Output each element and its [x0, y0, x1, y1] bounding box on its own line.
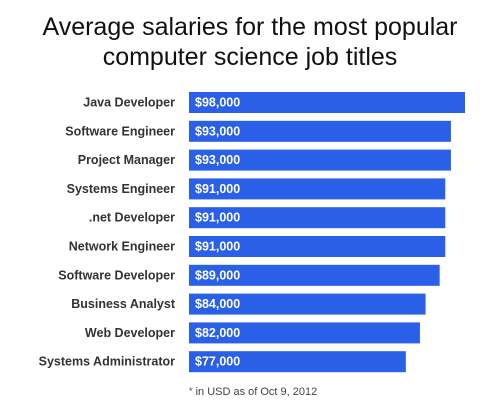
category-label: Business Analyst	[71, 297, 176, 311]
bar	[189, 293, 426, 315]
bar-value-label: $93,000	[195, 124, 240, 138]
bar	[189, 92, 465, 113]
bar	[189, 120, 451, 142]
category-label: Systems Administrator	[39, 355, 176, 369]
bar-value-label: $91,000	[195, 182, 240, 196]
category-label: Project Manager	[78, 153, 175, 167]
chart-title-line-1: Average salaries for the most popular	[42, 13, 458, 41]
bar	[189, 178, 446, 200]
bar	[189, 351, 406, 373]
bar-value-label: $93,000	[195, 153, 240, 167]
chart-title-line-2: computer science job titles	[102, 43, 398, 71]
category-label: Java Developer	[83, 96, 175, 110]
bar	[189, 149, 451, 171]
chart-title: Average salaries for the most popular co…	[0, 12, 500, 72]
bar-value-label: $77,000	[195, 355, 240, 369]
category-label: .net Developer	[89, 211, 175, 225]
bar	[189, 322, 420, 344]
footnote-mark: *	[189, 386, 193, 396]
category-label: Software Engineer	[65, 124, 175, 138]
footnote-text: in USD as of Oct 9, 2012	[195, 386, 318, 398]
bar-value-label: $91,000	[195, 240, 240, 254]
bar-value-label: $98,000	[195, 96, 240, 110]
bar-value-label: $84,000	[195, 297, 240, 311]
footnote: * in USD as of Oct 9, 2012	[189, 386, 317, 398]
category-label: Software Developer	[58, 268, 175, 282]
bar	[189, 207, 446, 229]
bar	[189, 236, 446, 257]
bar-value-label: $82,000	[195, 326, 240, 340]
bar	[189, 264, 440, 286]
bar-value-label: $91,000	[195, 211, 240, 225]
category-label: Web Developer	[85, 326, 175, 340]
bar-value-label: $89,000	[195, 268, 240, 282]
category-label: Systems Engineer	[67, 182, 176, 196]
category-label: Network Engineer	[69, 240, 175, 254]
